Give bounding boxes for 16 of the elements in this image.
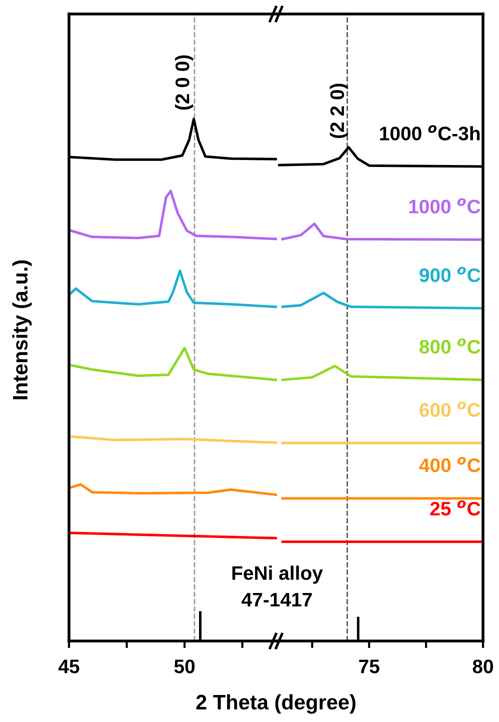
series-label: 800 $^{o}$C (420, 338, 480, 354)
annotation: FeNi alloy 47-1417 (232, 566, 323, 606)
x-axis-title: 2 Theta (degree) (196, 694, 356, 714)
series-label: 400 $^{o}$C (419, 456, 480, 472)
series-label: 1000 $^{o}$C-3h (380, 125, 480, 140)
x-tick-label: 75 (359, 660, 380, 674)
annotation: (2 2 0) (330, 84, 348, 138)
x-tick-label: 80 (472, 660, 494, 674)
y-axis-title: Intensity (a.u.) (12, 260, 32, 400)
x-tick-label: 45 (58, 660, 80, 674)
series-label: 25 $^{o}$C (430, 500, 480, 516)
series-label: 600 $^{o}$C (420, 402, 480, 417)
annotation: (2 0 0) (175, 55, 194, 110)
x-tick-label: 50 (174, 660, 195, 674)
series-label: 900 $^{o}$C (420, 266, 480, 282)
series-label: 1000 $^{o}$C (409, 198, 480, 214)
